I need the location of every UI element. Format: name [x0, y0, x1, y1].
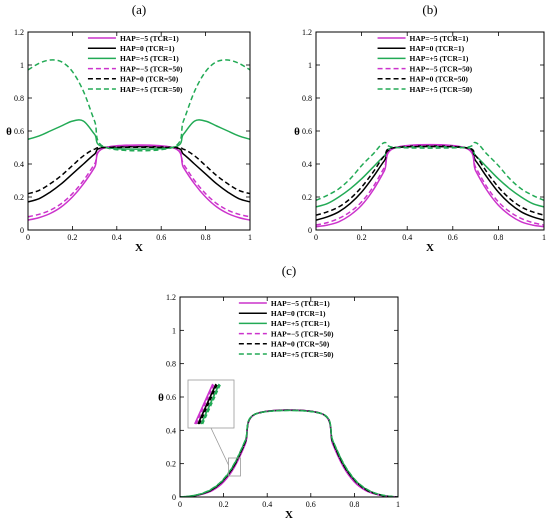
- y-tick-label: 0: [172, 493, 176, 502]
- legend-entry-2: HAP=0 (TCR=1): [271, 309, 326, 318]
- inset-series-line-5: [198, 383, 219, 425]
- panel-label: (a): [132, 2, 146, 17]
- legend-entry-3: HAP=+5 (TCR=1): [120, 54, 179, 63]
- legend-entry-1: HAP=−5 (TCR=1): [410, 34, 469, 43]
- y-axis-label: θ: [294, 126, 300, 138]
- x-tick-label: 1: [542, 233, 546, 242]
- y-tick-label: 0.2: [14, 193, 24, 202]
- y-tick-label: 0.2: [166, 460, 176, 469]
- y-tick-label: 1.2: [14, 28, 24, 37]
- series-line-3: [316, 145, 544, 208]
- legend-entry-2: HAP=0 (TCR=1): [120, 44, 175, 53]
- x-tick-label: 0.4: [112, 233, 122, 242]
- chart-panel-3: (c) 0 0.2 0.4 0.6 0.8 1 0 0.2 0.4 0.6 0.8 1 1.2 Xθ HAP=…: [158, 263, 400, 520]
- series-line-6: [180, 409, 398, 497]
- series-line-4: [316, 144, 544, 226]
- legend-entry-1: HAP=−5 (TCR=1): [271, 299, 330, 308]
- y-tick-label: 1.2: [166, 293, 176, 302]
- legend-entry-1: HAP=−5 (TCR=1): [120, 34, 179, 43]
- series-line-6: [316, 141, 544, 201]
- inset-series-line-1: [194, 383, 214, 425]
- y-tick-label: 1: [308, 61, 312, 70]
- series-line-4: [28, 144, 250, 218]
- series-line-1: [316, 143, 544, 228]
- legend-entry-3: HAP=+5 (TCR=1): [271, 319, 330, 328]
- zoom-inset: [187, 379, 241, 477]
- panel-label: (c): [282, 263, 296, 278]
- y-tick-label: 1: [20, 61, 24, 70]
- zoom-region-box: [228, 457, 241, 477]
- x-tick-label: 0: [178, 500, 182, 509]
- inset-series-line-6: [201, 383, 222, 425]
- x-tick-label: 0: [26, 233, 30, 242]
- series-line-5: [28, 146, 250, 195]
- x-tick-label: 0.2: [219, 500, 229, 509]
- y-tick-label: 0.8: [14, 94, 24, 103]
- legend-entry-4: HAP=−5 (TCR=50): [120, 64, 183, 73]
- x-tick-label: 0.4: [402, 233, 412, 242]
- legend-entry-6: HAP=+5 (TCR=50): [120, 85, 183, 94]
- legend-entry-5: HAP=0 (TCR=50): [410, 75, 469, 84]
- legend-entry-5: HAP=0 (TCR=50): [271, 340, 330, 349]
- x-tick-label: 0.4: [262, 500, 272, 509]
- y-tick-label: 1.2: [302, 28, 312, 37]
- x-tick-label: 0.6: [156, 233, 166, 242]
- y-tick-label: 1: [172, 326, 176, 335]
- x-tick-label: 0.6: [448, 233, 458, 242]
- series-line-2: [316, 145, 544, 221]
- inset-series-line-3: [200, 383, 220, 425]
- y-tick-label: 0.8: [166, 360, 176, 369]
- y-tick-label: 0.4: [302, 160, 312, 169]
- series-line-5: [316, 145, 544, 216]
- legend-entry-4: HAP=−5 (TCR=50): [410, 64, 473, 73]
- x-axis-label: X: [285, 509, 293, 520]
- y-tick-label: 0.6: [166, 393, 176, 402]
- y-tick-label: 0.8: [302, 94, 312, 103]
- x-axis-label: X: [426, 242, 434, 254]
- series-line-6: [28, 59, 250, 152]
- y-tick-label: 0: [308, 226, 312, 235]
- x-tick-label: 1: [248, 233, 252, 242]
- y-tick-label: 0.6: [14, 127, 24, 136]
- series-group: [180, 409, 398, 497]
- x-tick-label: 0.6: [306, 500, 316, 509]
- y-tick-label: 0: [20, 226, 24, 235]
- x-tick-label: 0.8: [349, 500, 359, 509]
- x-tick-label: 0.2: [67, 233, 77, 242]
- series-line-1: [28, 144, 250, 221]
- y-tick-label: 0.6: [302, 127, 312, 136]
- series-line-3: [28, 119, 250, 150]
- panel-label: (b): [422, 2, 437, 17]
- x-tick-label: 0.8: [201, 233, 211, 242]
- x-tick-label: 0.8: [493, 233, 503, 242]
- y-axis-label: θ: [158, 392, 164, 404]
- series-group: [316, 141, 544, 228]
- y-tick-label: 0.4: [166, 426, 176, 435]
- legend-entry-5: HAP=0 (TCR=50): [120, 75, 179, 84]
- legend-entry-6: HAP=+5 (TCR=50): [271, 350, 334, 359]
- y-axis-label: θ: [6, 126, 12, 138]
- legend-entry-4: HAP=−5 (TCR=50): [271, 329, 334, 338]
- x-tick-label: 1: [396, 500, 400, 509]
- chart-panel-1: (a) 0 0.2 0.4 0.6 0.8 1 0 0.2 0.4 0.6 0.8 1 1.2 Xθ HAP=…: [6, 2, 252, 254]
- x-tick-label: 0: [314, 233, 318, 242]
- series-line-2: [28, 145, 250, 203]
- inset-series-line-4: [195, 383, 215, 425]
- chart-panel-2: (b) 0 0.2 0.4 0.6 0.8 1 0 0.2 0.4 0.6 0.8 1 1.2 Xθ HAP=…: [294, 2, 546, 254]
- inset-pointer-line: [210, 427, 229, 466]
- x-tick-label: 0.2: [357, 233, 367, 242]
- y-tick-label: 0.2: [302, 193, 312, 202]
- series-group: [28, 59, 250, 221]
- legend-entry-6: HAP=+5 (TCR=50): [410, 85, 473, 94]
- x-axis-label: X: [135, 242, 143, 254]
- legend-entry-2: HAP=0 (TCR=1): [410, 44, 465, 53]
- y-tick-label: 0.4: [14, 160, 24, 169]
- inset-series-line-2: [197, 383, 217, 425]
- legend-entry-3: HAP=+5 (TCR=1): [410, 54, 469, 63]
